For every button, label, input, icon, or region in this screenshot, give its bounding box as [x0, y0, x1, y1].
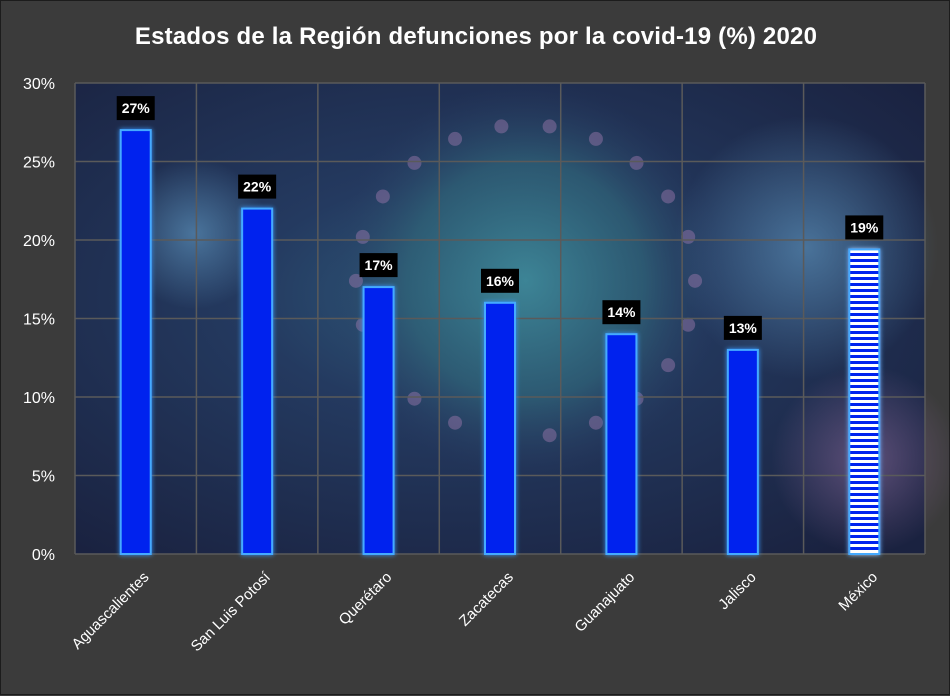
- x-axis-labels: Aguascalientes San Luis Potosí Querétaro Za…: [69, 568, 882, 655]
- virus-spike: [688, 273, 703, 288]
- data-label-box: [116, 96, 155, 121]
- data-label: 14%: [607, 304, 636, 320]
- data-label-box: [359, 253, 398, 278]
- virus-spike: [681, 229, 696, 244]
- virus-spike: [588, 415, 603, 430]
- x-tick-label: Querétaro: [336, 569, 396, 629]
- data-labels: 27% 22% 17% 16% 14% 13% 19%: [116, 96, 884, 340]
- bg-blob: [674, 115, 938, 380]
- bar-san-luis-potos-: [241, 207, 274, 555]
- y-tick-label: 0%: [32, 547, 55, 564]
- virus-spike: [375, 189, 390, 204]
- bar-zacatecas: [484, 301, 516, 555]
- bar-aguascalientes: [119, 129, 152, 555]
- bar-guanajuato: [605, 333, 638, 556]
- virus-spike: [542, 119, 557, 134]
- y-tick-label: 15%: [23, 312, 55, 329]
- bar-jalisco: [726, 348, 759, 555]
- data-label: 22%: [243, 179, 272, 195]
- x-tick-label: México: [835, 569, 881, 615]
- data-label: 27%: [122, 100, 151, 116]
- virus-spike: [629, 155, 644, 170]
- y-tick-label: 20%: [23, 233, 55, 250]
- data-label-box: [723, 315, 762, 340]
- data-label: 13%: [729, 320, 758, 336]
- data-label: 17%: [365, 257, 394, 273]
- virus-spike: [542, 428, 557, 443]
- data-label-box: [602, 300, 641, 325]
- virus-spike: [448, 415, 463, 430]
- virus-spike: [348, 273, 363, 288]
- virus-spike: [407, 391, 422, 406]
- bg-blob: [118, 158, 270, 310]
- data-label-box: [238, 174, 277, 199]
- data-label-box: [845, 215, 884, 240]
- data-label-box: [481, 268, 519, 293]
- bar-quer-taro: [362, 286, 395, 555]
- y-tick-label: 25%: [23, 155, 55, 172]
- virus-spike: [588, 131, 603, 146]
- virus-spike: [661, 189, 676, 204]
- virus-spike: [448, 131, 463, 146]
- x-tick-label: Jalisco: [715, 569, 759, 613]
- x-tick-label: Zacatecas: [456, 569, 517, 630]
- chart-title: Estados de la Región defunciones por la …: [134, 23, 818, 50]
- x-tick-label: Guanajuato: [571, 569, 638, 636]
- virus-spike: [407, 155, 422, 170]
- virus-spike: [681, 317, 696, 332]
- virus-spike: [494, 119, 509, 134]
- data-label: 16%: [486, 273, 515, 289]
- virus-spike: [661, 358, 676, 373]
- x-tick-label: San Luis Potosí: [188, 568, 275, 655]
- bars: [119, 129, 881, 556]
- y-axis-ticks: 0% 5% 10% 15% 20% 25% 30%: [23, 76, 55, 564]
- data-label: 19%: [850, 219, 879, 235]
- y-tick-label: 30%: [23, 76, 55, 93]
- x-tick-label: Aguascalientes: [69, 569, 153, 653]
- gridlines: [74, 82, 926, 555]
- virus-spike: [355, 229, 370, 244]
- y-tick-label: 10%: [23, 390, 55, 407]
- bar-m-xico: [848, 248, 881, 555]
- y-tick-label: 5%: [32, 469, 55, 486]
